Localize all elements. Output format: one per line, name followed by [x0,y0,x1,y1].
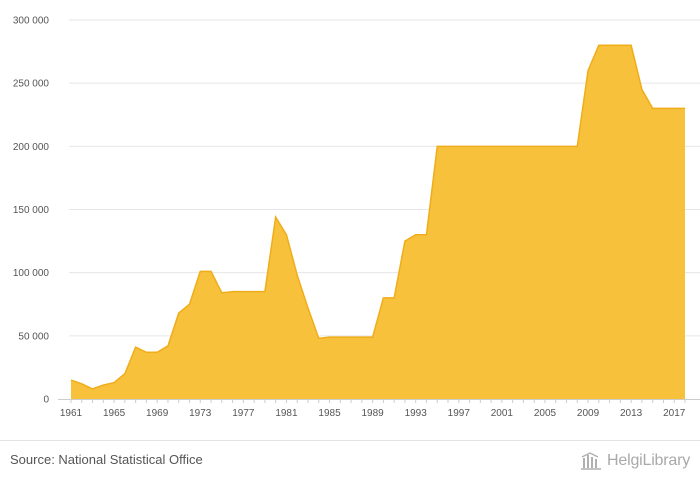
data-point [123,372,127,376]
data-point [187,302,191,306]
data-point [457,144,461,148]
data-point [101,383,105,387]
chart-footer: Source: National Statistical Office Helg… [0,440,700,484]
data-point [554,144,558,148]
data-point [241,290,245,294]
data-point [403,239,407,243]
data-point [317,336,321,340]
data-point [500,144,504,148]
data-point [618,43,622,47]
data-point [478,144,482,148]
data-point [543,144,547,148]
data-point [252,290,256,294]
data-point [69,378,73,382]
x-tick-label: 1965 [103,408,126,419]
data-point [597,43,601,47]
x-tick-label: 1961 [60,408,83,419]
data-point [144,350,148,354]
data-point [446,144,450,148]
data-point [231,290,235,294]
x-tick-label: 1977 [232,408,255,419]
data-point [112,381,116,385]
data-point [177,311,181,315]
data-point [284,233,288,237]
data-point [468,144,472,148]
data-point [349,335,353,339]
data-point [608,43,612,47]
y-axis: 0 50 000 100 000 150 000 200 000 250 000 300 0… [13,16,50,406]
data-point [661,106,665,110]
data-point [134,345,138,349]
series-line [70,44,685,390]
data-point [414,233,418,237]
data-point [575,144,579,148]
data-point [521,144,525,148]
x-tick-label: 2017 [663,408,686,419]
data-point [683,106,687,110]
x-tick-label: 2005 [534,408,557,419]
data-point [209,269,213,273]
data-point [91,387,95,391]
y-tick-label: 100 000 [13,268,50,279]
data-point [640,87,644,91]
y-tick-label: 0 [43,395,49,406]
y-tick-label: 250 000 [13,79,50,90]
data-point [360,335,364,339]
y-tick-label: 150 000 [13,205,50,216]
data-point [511,144,515,148]
data-point [392,296,396,300]
data-point [371,335,375,339]
data-point [80,382,84,386]
y-tick-label: 300 000 [13,16,50,27]
x-tick-label: 1985 [318,408,341,419]
data-point [155,350,159,354]
area-fill [71,45,685,400]
data-point [651,106,655,110]
data-point [586,69,590,73]
x-axis: 1961 1965 1969 1973 1977 1981 1985 1989 1993 1997… [58,399,700,419]
helgi-library-logo-icon [579,451,603,471]
data-point [274,215,278,219]
data-point [424,233,428,237]
x-tick-label: 1981 [275,408,298,419]
data-point [295,273,299,277]
brand-logo[interactable]: HelgiLibrary [579,449,690,473]
x-tick-label: 1993 [405,408,428,419]
source-note: Source: National Statistical Office [10,452,203,467]
brand-name: HelgiLibrary [607,452,690,469]
data-point [263,290,267,294]
data-point [435,144,439,148]
y-tick-label: 200 000 [13,142,50,153]
data-point [338,335,342,339]
data-point [629,43,633,47]
data-point [672,106,676,110]
data-area [70,44,685,400]
x-tick-label: 1973 [189,408,212,419]
x-tick-label: 1989 [361,408,384,419]
data-point [489,144,493,148]
x-tick-label: 2013 [620,408,643,419]
x-tick-label: 1997 [448,408,471,419]
data-point [532,144,536,148]
y-tick-label: 50 000 [18,331,49,342]
data-point [565,144,569,148]
data-point [198,269,202,273]
x-tick-label: 2001 [491,408,514,419]
data-point [220,291,224,295]
x-tick-label: 2009 [577,408,600,419]
x-tick-label: 1969 [146,408,169,419]
data-point [328,335,332,339]
data-point [306,306,310,310]
data-point [166,344,170,348]
area-chart: 1961 1965 1969 1973 1977 1981 1985 1989 1993 1997… [13,16,700,419]
data-point [381,296,385,300]
